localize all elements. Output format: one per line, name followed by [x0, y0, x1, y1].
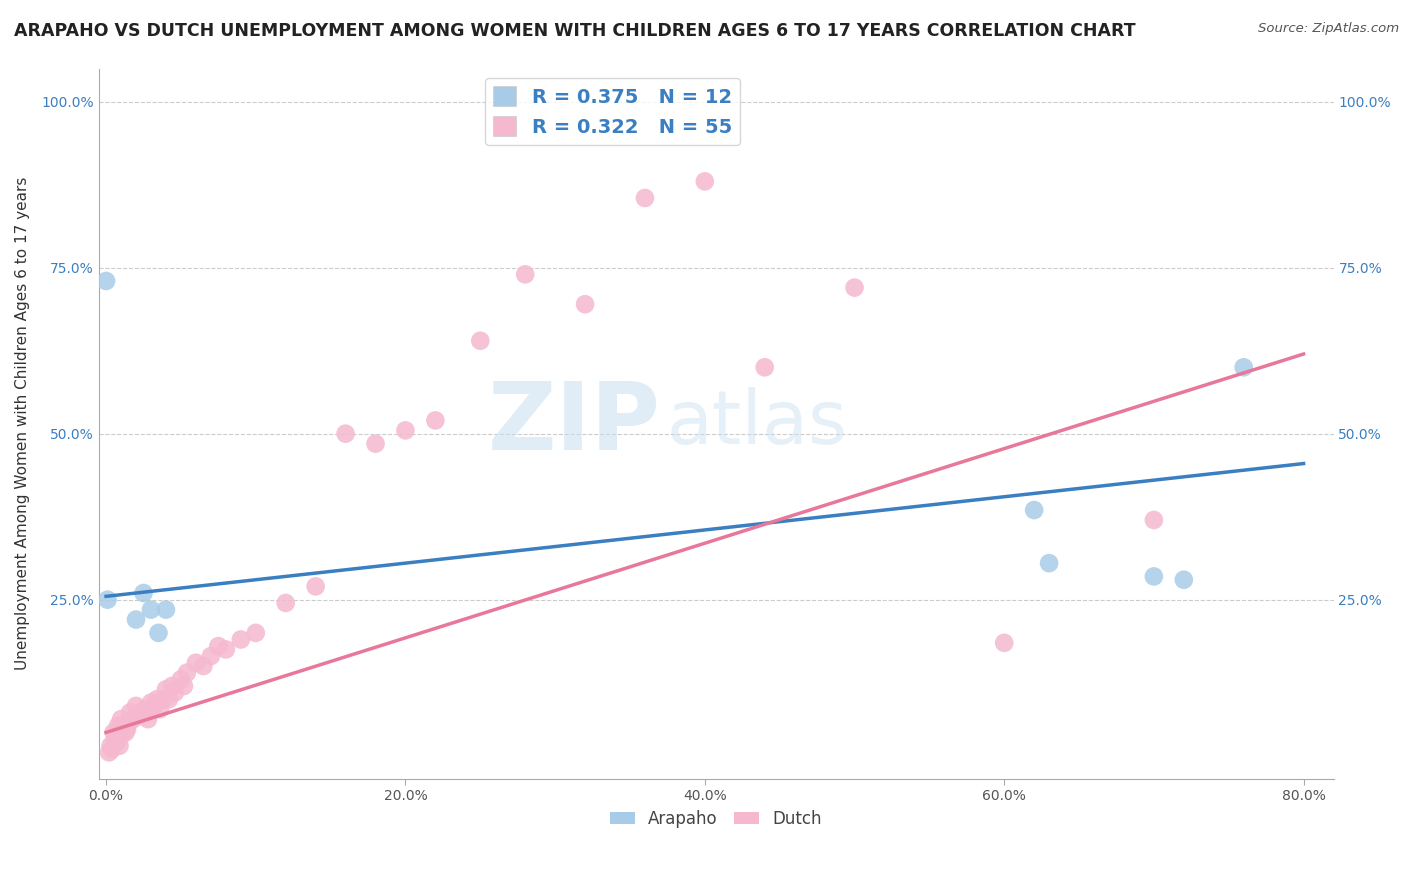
Point	[634, 191, 657, 205]
Point	[117, 715, 139, 730]
Point	[229, 632, 252, 647]
Point	[170, 673, 193, 687]
Point	[125, 613, 148, 627]
Point	[152, 692, 174, 706]
Point	[105, 735, 128, 749]
Point	[132, 586, 155, 600]
Point	[425, 413, 447, 427]
Point	[112, 719, 135, 733]
Point	[110, 729, 132, 743]
Text: atlas: atlas	[666, 387, 848, 460]
Point	[1173, 573, 1195, 587]
Text: ARAPAHO VS DUTCH UNEMPLOYMENT AMONG WOMEN WITH CHILDREN AGES 6 TO 17 YEARS CORRE: ARAPAHO VS DUTCH UNEMPLOYMENT AMONG WOME…	[14, 22, 1136, 40]
Point	[155, 602, 177, 616]
Text: Source: ZipAtlas.com: Source: ZipAtlas.com	[1258, 22, 1399, 36]
Point	[1233, 360, 1256, 375]
Point	[110, 712, 132, 726]
Point	[97, 592, 120, 607]
Point	[139, 696, 162, 710]
Point	[574, 297, 596, 311]
Point	[98, 745, 121, 759]
Y-axis label: Unemployment Among Women with Children Ages 6 to 17 years: Unemployment Among Women with Children A…	[15, 177, 30, 671]
Point	[125, 698, 148, 713]
Point	[122, 712, 145, 726]
Point	[215, 642, 238, 657]
Point	[157, 692, 180, 706]
Legend: Arapaho, Dutch: Arapaho, Dutch	[603, 803, 830, 835]
Point	[176, 665, 198, 680]
Point	[993, 636, 1015, 650]
Point	[364, 436, 387, 450]
Point	[304, 579, 326, 593]
Point	[104, 732, 127, 747]
Point	[139, 602, 162, 616]
Point	[1038, 556, 1060, 570]
Point	[118, 706, 141, 720]
Point	[149, 702, 172, 716]
Point	[100, 739, 122, 753]
Point	[160, 679, 183, 693]
Point	[173, 679, 195, 693]
Point	[155, 682, 177, 697]
Point	[335, 426, 357, 441]
Point	[274, 596, 297, 610]
Point	[146, 692, 169, 706]
Point	[200, 649, 222, 664]
Point	[101, 742, 124, 756]
Point	[184, 656, 207, 670]
Point	[193, 659, 215, 673]
Point	[394, 423, 416, 437]
Text: ZIP: ZIP	[488, 377, 661, 470]
Point	[107, 719, 129, 733]
Point	[115, 722, 138, 736]
Point	[1143, 569, 1166, 583]
Point	[143, 698, 166, 713]
Point	[754, 360, 776, 375]
Point	[103, 725, 125, 739]
Point	[134, 702, 156, 716]
Point	[1143, 513, 1166, 527]
Point	[108, 739, 131, 753]
Point	[1024, 503, 1046, 517]
Point	[844, 280, 866, 294]
Point	[163, 685, 186, 699]
Point	[148, 625, 170, 640]
Point	[245, 625, 267, 640]
Point	[94, 274, 117, 288]
Point	[693, 174, 716, 188]
Point	[131, 706, 153, 720]
Point	[470, 334, 492, 348]
Point	[114, 725, 136, 739]
Point	[515, 268, 537, 282]
Point	[136, 712, 159, 726]
Point	[207, 639, 229, 653]
Point	[128, 709, 150, 723]
